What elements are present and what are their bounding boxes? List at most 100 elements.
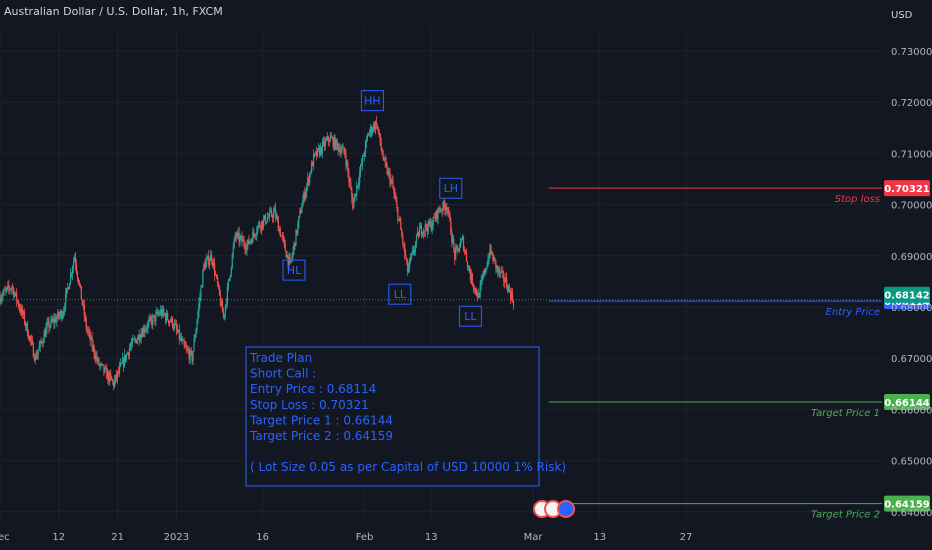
flag-icons[interactable] bbox=[533, 500, 575, 518]
candle-body bbox=[204, 264, 206, 269]
candle bbox=[188, 346, 190, 364]
candle-body bbox=[19, 308, 22, 313]
candle bbox=[145, 325, 147, 333]
candle bbox=[202, 269, 204, 288]
candle bbox=[474, 287, 476, 295]
candle-body bbox=[123, 354, 126, 367]
candle-body bbox=[256, 232, 258, 236]
candle bbox=[492, 251, 494, 265]
au-flag-icon[interactable] bbox=[557, 500, 575, 518]
candle-body bbox=[93, 345, 95, 355]
candle-body bbox=[364, 142, 367, 154]
time-tick-label: 21 bbox=[111, 532, 124, 543]
candle-body bbox=[485, 268, 487, 273]
candle bbox=[124, 354, 127, 364]
candle-body bbox=[483, 269, 485, 276]
candle-body bbox=[187, 349, 189, 352]
candle bbox=[181, 335, 183, 345]
candle-body bbox=[308, 177, 310, 183]
candle-body bbox=[146, 328, 148, 330]
candle-body bbox=[237, 232, 239, 234]
candle-body bbox=[323, 141, 325, 147]
candle bbox=[412, 245, 415, 256]
candle-body bbox=[46, 323, 48, 328]
candle bbox=[425, 223, 427, 231]
candle bbox=[38, 340, 40, 351]
candle-body bbox=[159, 313, 161, 315]
candle-body bbox=[297, 223, 299, 234]
candle-body bbox=[366, 135, 369, 139]
candle-body bbox=[134, 338, 136, 340]
candle bbox=[342, 142, 344, 149]
candle bbox=[169, 318, 172, 323]
candle-body bbox=[218, 286, 221, 295]
candle-body bbox=[343, 147, 345, 153]
candle bbox=[154, 314, 156, 325]
candle-body bbox=[282, 236, 284, 239]
candle-body bbox=[504, 281, 506, 283]
candle bbox=[62, 311, 64, 321]
candle bbox=[9, 286, 11, 295]
candle-body bbox=[445, 207, 447, 211]
candle-body bbox=[379, 133, 381, 144]
time-axis[interactable]: Dec 12 21 2023 16 Feb 13 Mar 13 27 bbox=[0, 532, 692, 543]
candle-body bbox=[54, 318, 56, 323]
candle bbox=[448, 206, 450, 218]
level-price-text: 0.64159 bbox=[884, 500, 930, 511]
candle bbox=[279, 225, 281, 238]
structure-annotations: HH HL LH LL LL bbox=[282, 90, 482, 327]
candle-body bbox=[338, 148, 340, 151]
candle-body bbox=[99, 364, 101, 366]
candle-body bbox=[33, 356, 35, 361]
candle-body bbox=[509, 286, 511, 292]
candle-body bbox=[206, 258, 208, 263]
candle-body bbox=[395, 197, 397, 202]
candle bbox=[324, 137, 326, 151]
candle bbox=[222, 307, 225, 320]
candle bbox=[326, 131, 328, 141]
candle bbox=[248, 234, 250, 245]
candle bbox=[266, 211, 269, 223]
candle bbox=[212, 258, 214, 269]
candle-body bbox=[115, 374, 117, 381]
candle-body bbox=[216, 277, 219, 285]
candle-body bbox=[226, 287, 228, 304]
candle bbox=[288, 251, 290, 270]
candle-body bbox=[181, 340, 183, 342]
candle bbox=[417, 231, 420, 239]
annotation-box bbox=[388, 283, 412, 305]
candle bbox=[205, 257, 207, 269]
candle-body bbox=[81, 299, 83, 305]
candle-body bbox=[53, 319, 55, 323]
candle-body bbox=[7, 285, 9, 288]
trade-plan-border bbox=[245, 346, 540, 487]
candle bbox=[175, 320, 177, 335]
candle bbox=[318, 145, 321, 158]
candle bbox=[437, 207, 439, 225]
candle bbox=[403, 242, 405, 251]
candle-body bbox=[337, 144, 339, 151]
candle bbox=[148, 315, 150, 328]
candle-body bbox=[178, 329, 180, 340]
candle-body bbox=[422, 230, 424, 235]
candle bbox=[29, 335, 31, 346]
candle-body bbox=[114, 380, 116, 387]
candle-body bbox=[227, 280, 229, 288]
candle bbox=[82, 299, 84, 310]
candle-body bbox=[11, 287, 13, 290]
candle bbox=[493, 254, 495, 262]
candle bbox=[153, 314, 155, 318]
candle-body bbox=[246, 245, 248, 251]
candle bbox=[303, 190, 305, 204]
candle-body bbox=[193, 339, 195, 352]
candle-body bbox=[428, 220, 430, 226]
price-axis[interactable]: 0.73000 0.72000 0.71000 0.70000 0.69000 0.680… bbox=[891, 47, 932, 519]
candle bbox=[197, 308, 199, 324]
candle bbox=[380, 137, 382, 152]
candle bbox=[300, 206, 302, 214]
candle bbox=[315, 147, 318, 161]
candle-body bbox=[202, 269, 204, 287]
candle-body bbox=[268, 211, 271, 217]
